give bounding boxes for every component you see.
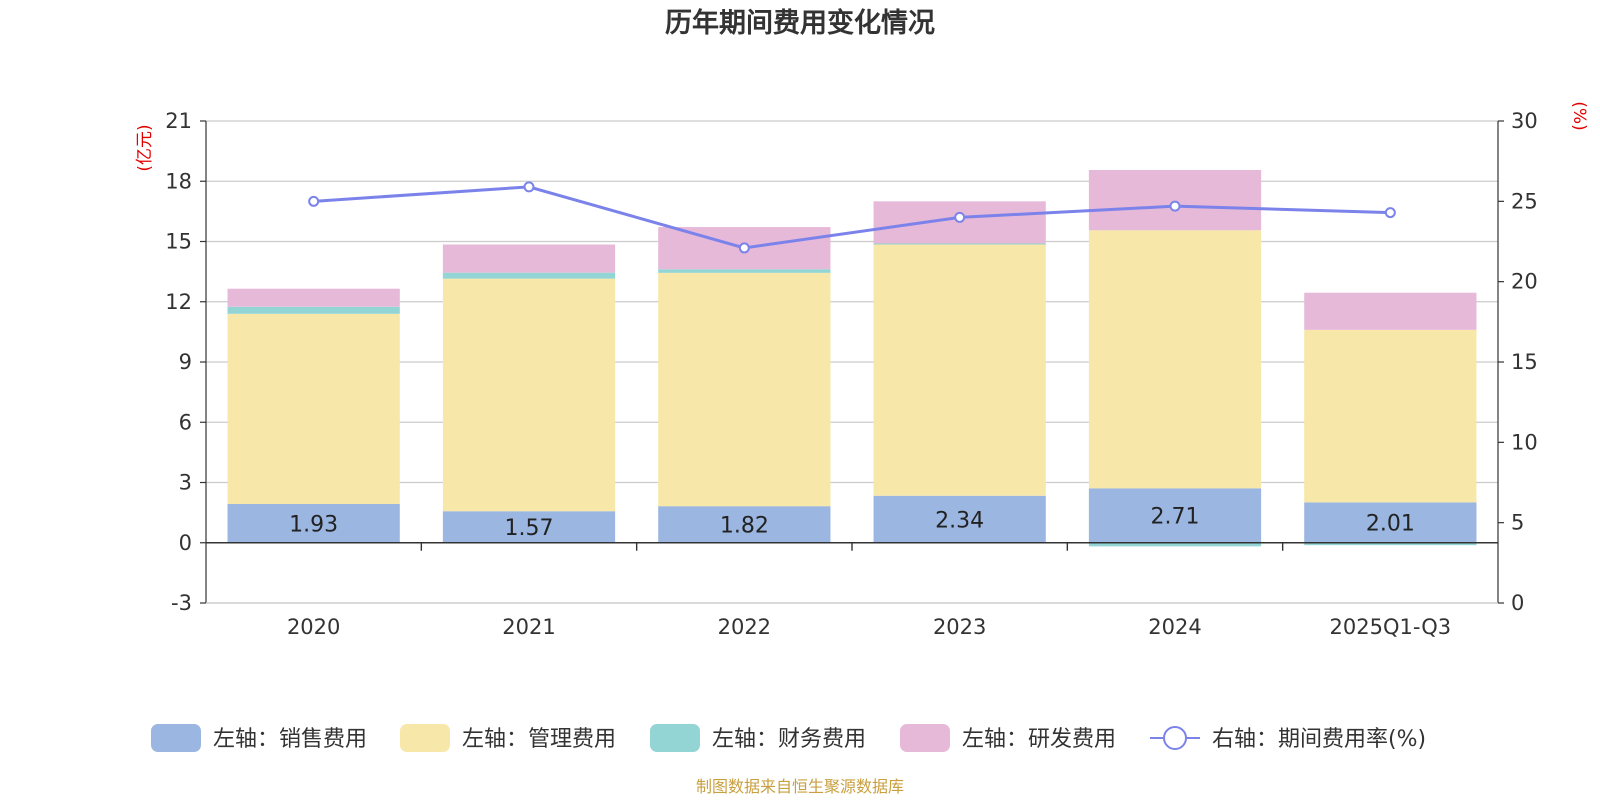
axes: -3 0 3 6 9 12 15 18 21 0 5 10 15 20 25 30 2020 2021 2022 20… [165,109,1537,639]
rate-point [308,195,320,207]
left-tick-label: 12 [165,290,192,314]
left-tick-label: 21 [165,109,192,133]
bar-segment [873,243,1046,245]
rate-line-path [313,185,1391,250]
legend-label: 左轴：财务费用 [712,727,866,752]
bar-segment [227,503,400,543]
legend-swatch [900,724,950,752]
legend-label: 左轴：销售费用 [213,727,367,752]
bar-segment [1304,292,1477,330]
left-tick-label: 0 [179,531,192,555]
bar-segment [1088,488,1262,543]
legend-label: 左轴：研发费用 [962,727,1116,752]
data-labels: 1.93 1.57 1.82 2.34 2.71 2.01 [289,505,1415,541]
bar-segment [227,288,400,307]
bar-segment [873,495,1046,543]
right-tick-label: 25 [1511,189,1538,213]
rate-point [738,242,750,254]
rate-point [523,181,535,193]
bar-segment [442,278,616,512]
bar-data-label: 1.82 [720,513,769,538]
right-tick-label: 15 [1511,350,1538,374]
legend-swatch [650,724,700,752]
rate-point [954,211,966,223]
bars [227,170,1477,547]
left-tick-label: 9 [179,350,192,374]
right-tick-label: 10 [1511,430,1538,454]
chart-title: 历年期间费用变化情况 [665,7,935,39]
legend: 左轴：销售费用 左轴：管理费用 左轴：财务费用 左轴：研发费用 右轴：期间费用率(%) [151,724,1426,752]
legend-swatch [151,724,201,752]
rate-line [308,181,1396,254]
x-category-label: 2025Q1-Q3 [1330,615,1452,639]
bar-data-label: 1.57 [505,516,554,541]
x-category-label: 2023 [933,615,986,639]
x-category-label: 2022 [718,615,771,639]
bar-data-label: 2.01 [1366,512,1415,537]
right-tick-label: 5 [1511,511,1524,535]
bar-segment [227,306,400,314]
x-category-label: 2020 [287,615,340,639]
rate-point [1384,207,1396,219]
x-category-label: 2024 [1148,615,1201,639]
right-tick-label: 20 [1511,270,1538,294]
bar-data-label: 2.34 [935,508,984,533]
legend-marker [1163,726,1187,750]
bar-segment [1304,329,1477,503]
legend-label: 右轴：期间费用率(%) [1212,727,1426,752]
left-tick-label: 18 [165,169,192,193]
x-category-label: 2021 [502,615,555,639]
grid [206,120,1498,604]
legend-swatch [400,724,450,752]
bar-segment [442,511,616,543]
source-note: 制图数据来自恒生聚源数据库 [696,777,904,796]
bar-segment [442,244,616,273]
bar-segment [1088,542,1262,547]
bar-segment [1304,502,1477,543]
bar-segment [1088,170,1262,231]
left-tick-label: 15 [165,230,192,254]
bar-segment [442,272,616,279]
left-tick-label: 3 [179,471,192,495]
left-tick-label: 6 [179,410,192,434]
bar-segment [658,269,831,273]
bar-segment [1088,230,1262,489]
right-tick-label: 0 [1511,591,1524,615]
rate-point [1169,200,1181,212]
bar-data-label: 1.93 [289,512,338,537]
left-axis-unit: (亿元) [135,124,155,171]
left-tick-label: -3 [171,591,192,615]
bar-segment [658,272,831,507]
right-axis-unit: (%) [1569,101,1589,130]
bar-segment [227,313,400,504]
right-tick-label: 30 [1511,109,1538,133]
bar-segment [658,506,831,543]
bar-segment [873,244,1046,496]
bar-data-label: 2.71 [1151,505,1200,530]
legend-label: 左轴：管理费用 [462,727,616,752]
bar-segment [1304,542,1477,546]
